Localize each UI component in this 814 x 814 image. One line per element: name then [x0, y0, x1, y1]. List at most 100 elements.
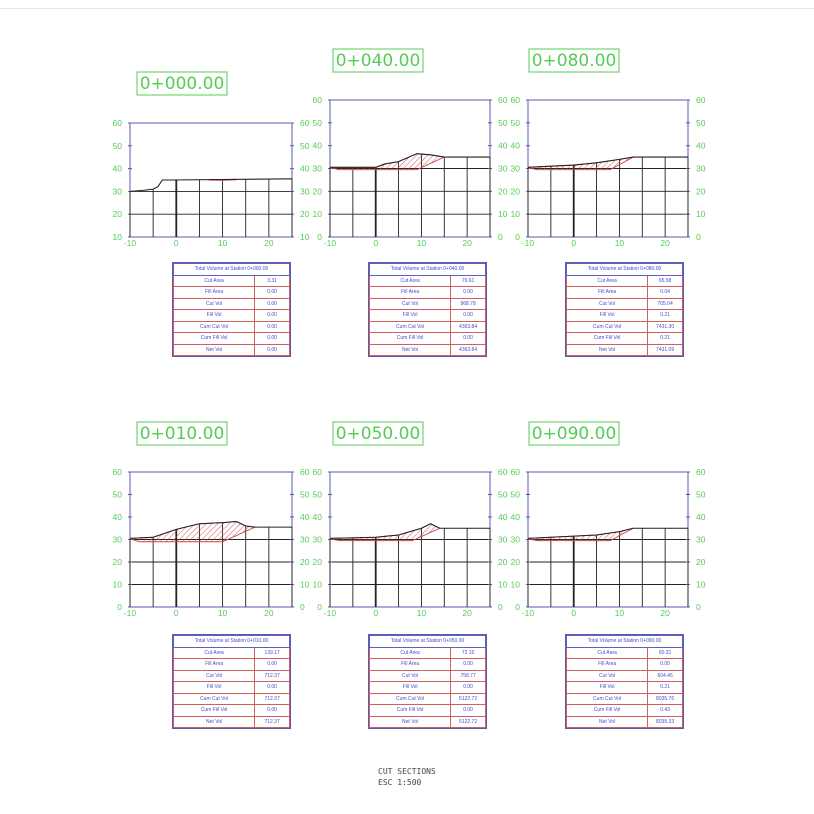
- cut-area-hatch: [527, 156, 634, 171]
- volume-table-row: Net Vol 712.37: [172, 715, 290, 728]
- row-label: Fill Area: [368, 286, 452, 299]
- row-label: Net Vol: [368, 343, 452, 356]
- row-value: 0.00: [450, 309, 486, 322]
- volume-table-row: Cut Area 3.31: [172, 274, 290, 287]
- y-tick-label-left: 40: [113, 512, 123, 522]
- y-tick-label-left: 30: [113, 186, 123, 196]
- y-tick-label-right: 30: [696, 535, 706, 545]
- y-tick-label-left: 20: [511, 557, 521, 567]
- row-label: Fill Vol: [172, 681, 256, 694]
- row-value: 139.17: [254, 646, 290, 659]
- y-tick-label-right: 10: [696, 209, 706, 219]
- x-tick-label: 10: [417, 608, 427, 618]
- ground-profile-line: [330, 153, 490, 168]
- x-tick-label: 0: [571, 608, 576, 618]
- volume-table-row: Cum Cut Vol 8035.76: [565, 692, 683, 705]
- y-tick-label-left: 0: [515, 232, 520, 242]
- volume-table-row: Fill Vol 0.00: [368, 681, 486, 694]
- y-tick-label-right: 0: [300, 602, 305, 612]
- row-value: 0.00: [450, 681, 486, 694]
- volume-table-row: Fill Area 0.00: [172, 286, 290, 299]
- x-tick-label: 10: [218, 238, 228, 248]
- x-tick-label: -10: [522, 608, 535, 618]
- volume-table-title: Total Volume at Station 0+040.00: [369, 263, 486, 276]
- volume-table-row: Fill Area 0.00: [565, 658, 683, 671]
- row-label: Cut Area: [172, 274, 256, 287]
- y-tick-label-left: 60: [113, 118, 123, 128]
- x-tick-label: 0: [174, 238, 179, 248]
- volume-table-row: Net Vol 4363.84: [368, 343, 486, 356]
- y-tick-label-right: 60: [696, 467, 706, 477]
- y-tick-label-right: 0: [696, 602, 701, 612]
- y-tick-label-left: 30: [511, 535, 521, 545]
- x-tick-label: 10: [615, 608, 625, 618]
- x-tick-label: 10: [417, 238, 427, 248]
- row-value: 65.58: [647, 274, 683, 287]
- row-label: Cut Vol: [172, 669, 256, 682]
- y-tick-label-right: 40: [498, 512, 508, 522]
- x-tick-label: -10: [522, 238, 535, 248]
- y-tick-label-left: 0: [317, 602, 322, 612]
- row-value: 0.04: [647, 286, 683, 299]
- y-tick-label-left: 10: [113, 232, 123, 242]
- row-label: Fill Area: [565, 286, 649, 299]
- y-tick-label-left: 20: [313, 186, 323, 196]
- y-tick-label-right: 20: [300, 557, 310, 567]
- x-tick-label: -10: [324, 608, 337, 618]
- row-value: 0.00: [254, 658, 290, 671]
- x-tick-label: 20: [264, 608, 274, 618]
- volume-table-row: Fill Area 0.04: [565, 286, 683, 299]
- volume-table-row: Net Vol 5122.72: [368, 715, 486, 728]
- ground-profile-line: [129, 520, 292, 539]
- y-tick-label-right: 40: [300, 512, 310, 522]
- row-value: 60.31: [647, 646, 683, 659]
- y-tick-label-left: 40: [113, 164, 123, 174]
- y-tick-label-right: 50: [300, 490, 310, 500]
- volume-table-row: Net Vol 8035.33: [565, 715, 683, 728]
- volume-table-title: Total Volume at Station 0+050.00: [369, 635, 486, 648]
- volume-table-row: Cum Fill Vol 0.00: [172, 332, 290, 345]
- row-value: 72.15: [450, 646, 486, 659]
- y-tick-label-right: 50: [498, 490, 508, 500]
- y-tick-label-right: 20: [696, 557, 706, 567]
- volume-table-row: Cum Fill Vol 0.00: [368, 332, 486, 345]
- row-value: 705.04: [647, 297, 683, 310]
- volume-table: Total Volume at Station 0+090.00 Cut Area…: [565, 634, 684, 729]
- cross-section-0+000.00: 0+000.00 10 10 20 20 30 30 40 40 50 50 60 60 -10 0 10 20: [113, 71, 310, 248]
- volume-table-row: Cum Cut Vol 712.37: [172, 692, 290, 705]
- volume-table-row: Fill Vol 0.00: [368, 309, 486, 322]
- station-label-box: [136, 71, 228, 96]
- row-value: 0.00: [254, 332, 290, 345]
- y-tick-label-left: 60: [313, 467, 323, 477]
- y-tick-label-right: 0: [696, 232, 701, 242]
- row-value: 3.31: [254, 274, 290, 287]
- volume-table-row: Cum Cut Vol 0.00: [172, 320, 290, 333]
- row-label: Net Vol: [172, 715, 256, 728]
- y-tick-label-left: 10: [313, 580, 323, 590]
- row-value: 5122.72: [450, 715, 486, 728]
- ground-profile-line: [527, 527, 688, 539]
- volume-table: Total Volume at Station 0+040.00 Cut Area…: [368, 262, 487, 357]
- x-tick-label: 20: [264, 238, 274, 248]
- y-tick-label-right: 20: [696, 186, 706, 196]
- volume-table: Total Volume at Station 0+010.00 Cut Area…: [172, 634, 291, 729]
- x-tick-label: 10: [615, 238, 625, 248]
- y-tick-label-left: 20: [511, 186, 521, 196]
- row-value: 0.21: [647, 681, 683, 694]
- row-label: Cum Fill Vol: [565, 704, 649, 717]
- y-tick-label-left: 60: [113, 467, 123, 477]
- row-value: 0.00: [647, 658, 683, 671]
- y-tick-label-right: 30: [498, 535, 508, 545]
- y-tick-label-right: 10: [300, 580, 310, 590]
- row-label: Cut Area: [368, 646, 452, 659]
- y-tick-label-right: 50: [300, 141, 310, 151]
- y-tick-label-right: 60: [696, 95, 706, 105]
- x-tick-label: 0: [373, 608, 378, 618]
- volume-table-row: Fill Vol 0.00: [172, 681, 290, 694]
- y-tick-label-right: 20: [300, 209, 310, 219]
- volume-table-row: Cum Fill Vol 0.00: [172, 704, 290, 717]
- x-tick-label: 20: [462, 608, 472, 618]
- y-tick-label-right: 40: [696, 141, 706, 151]
